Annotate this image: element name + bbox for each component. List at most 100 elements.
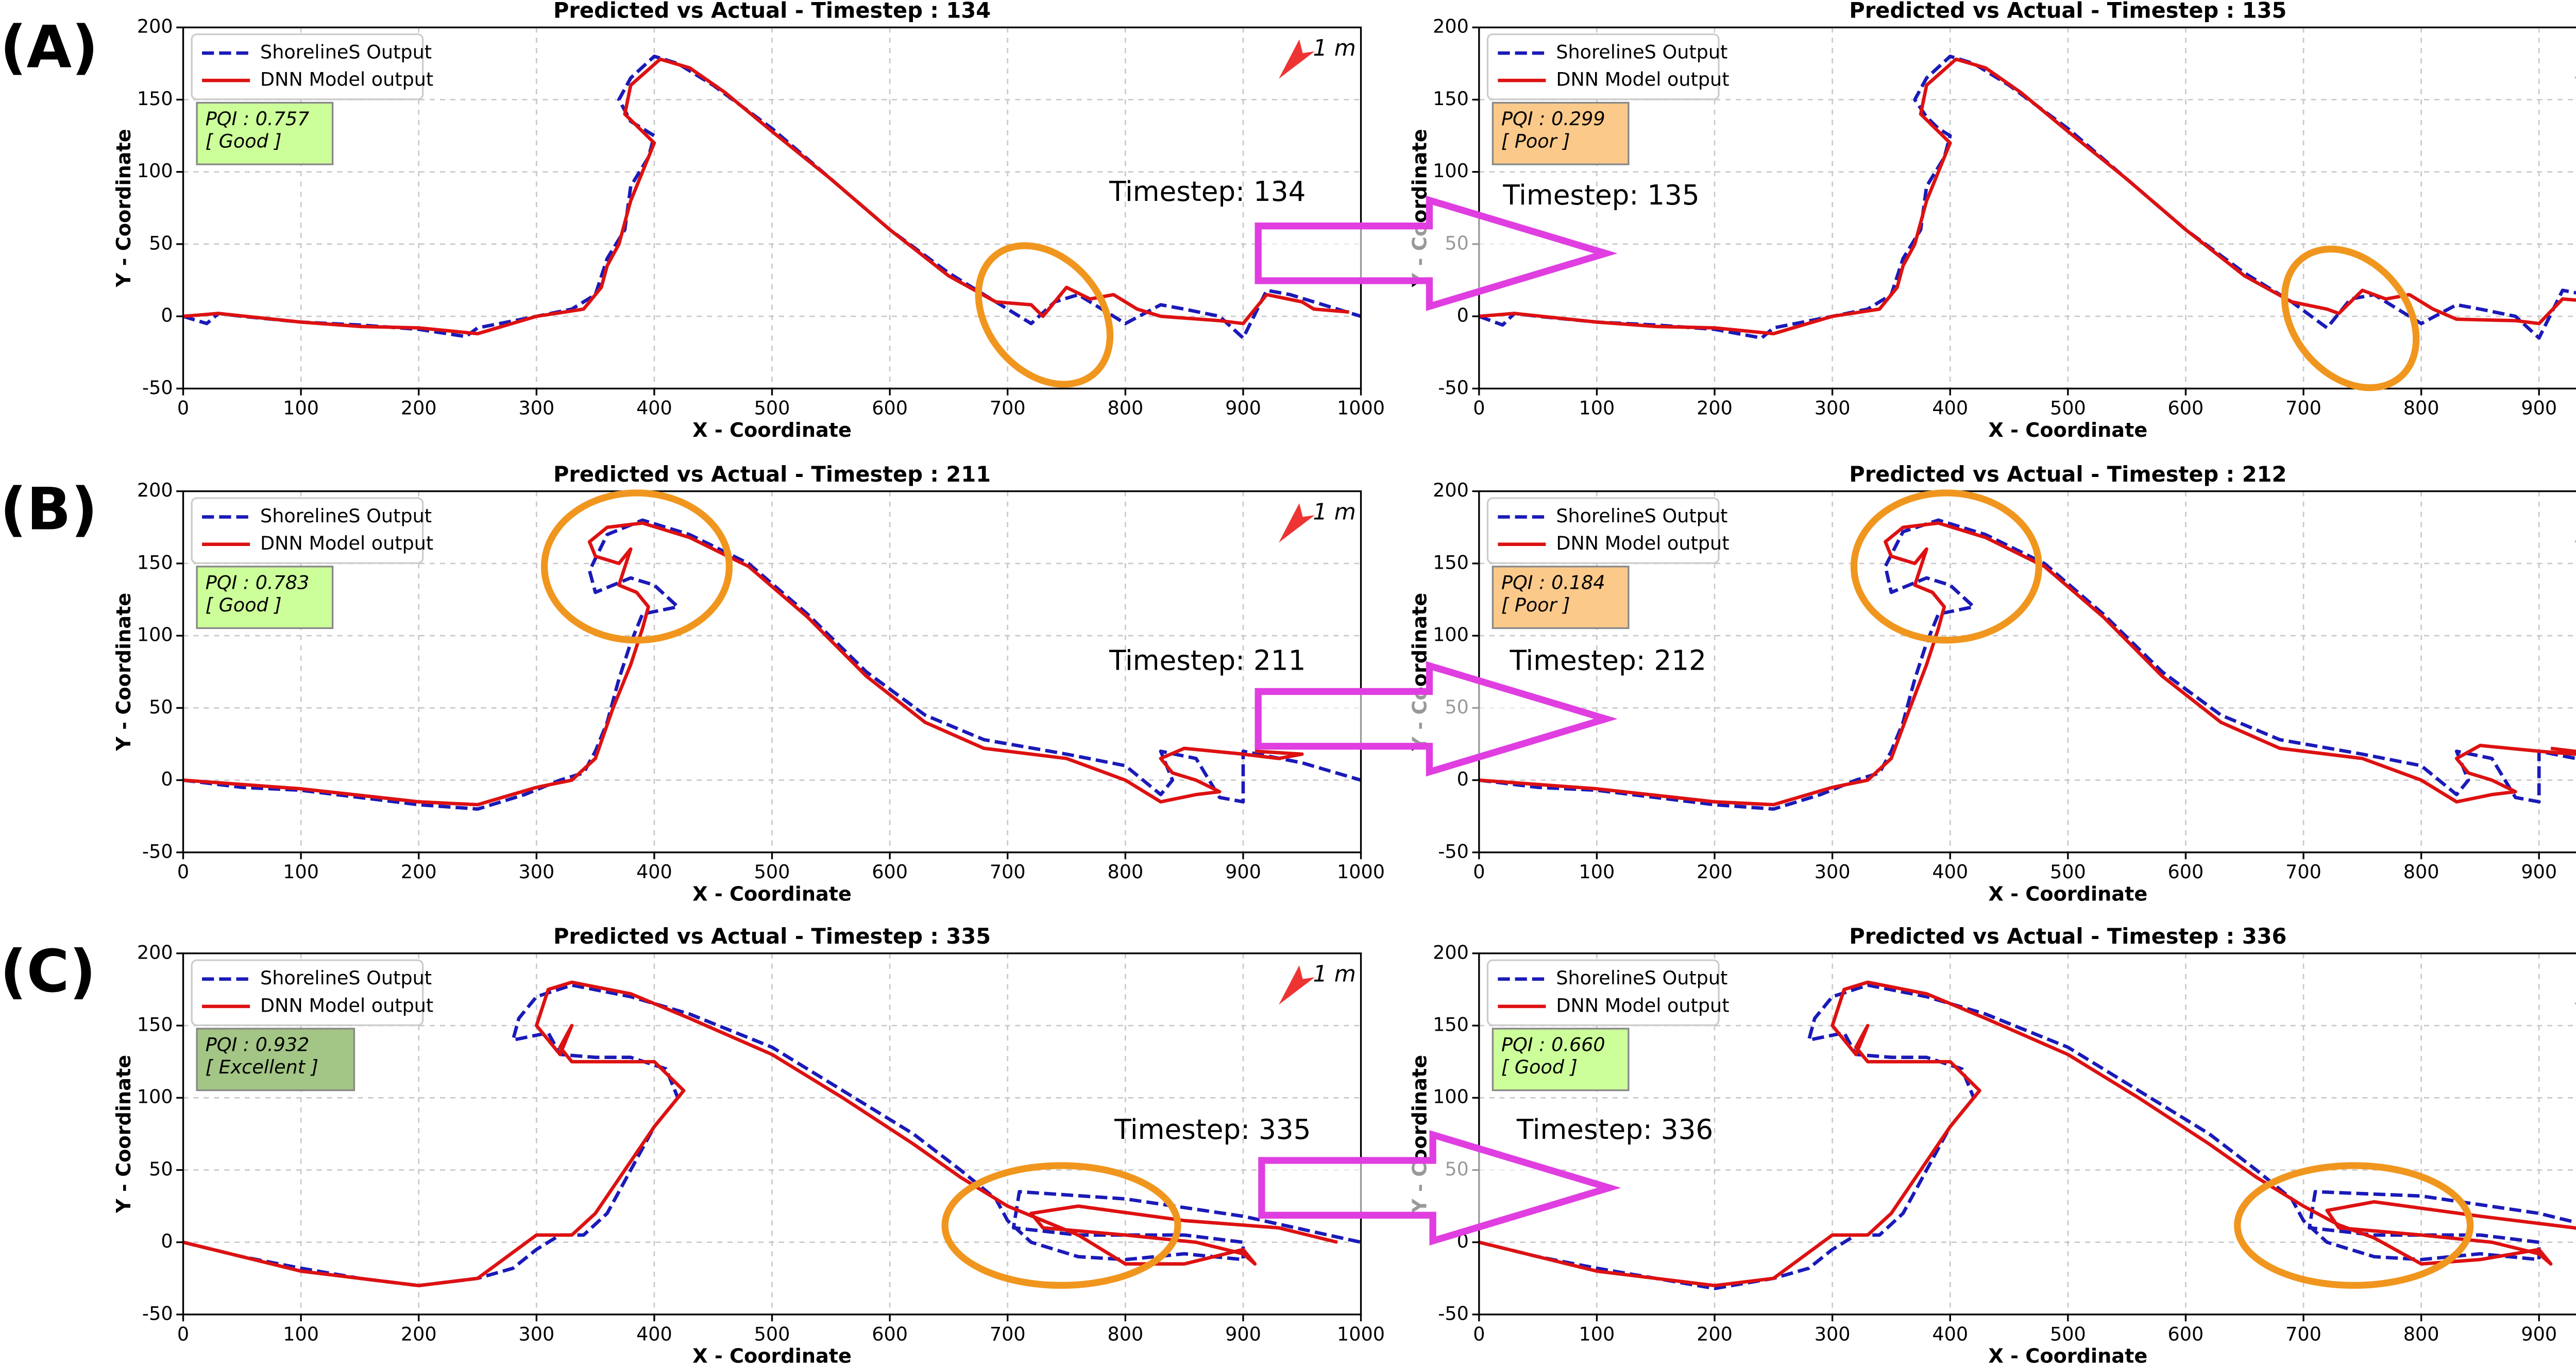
arrow — [1258, 1130, 1621, 1245]
x-tick-label: 900 — [2521, 861, 2557, 883]
series-line — [183, 57, 1349, 336]
scale-arrow — [1279, 965, 1315, 1005]
annotation-box — [1492, 566, 1630, 629]
y-tick-label: 150 — [137, 88, 173, 110]
x-tick-label: 700 — [990, 397, 1026, 419]
x-tick-label: 100 — [1579, 397, 1615, 419]
x-tick-label: 700 — [990, 1323, 1026, 1345]
y-tick-label: 150 — [1433, 88, 1469, 110]
y-tick-label: 200 — [1433, 479, 1469, 501]
x-tick-label: 800 — [2403, 861, 2439, 883]
series-line — [1479, 983, 2576, 1290]
x-tick-label: 700 — [2285, 1323, 2321, 1345]
x-tick-label: 900 — [1225, 397, 1261, 419]
highlight-ellipse — [1850, 489, 2042, 644]
plot-frame — [182, 26, 1362, 389]
series-line — [182, 54, 1362, 340]
y-tick-label: 100 — [1433, 624, 1469, 646]
x-tick-label: 300 — [1815, 861, 1851, 883]
x-tick-label: 0 — [1473, 1323, 1485, 1345]
legend-label: ShorelineS Output — [260, 967, 432, 989]
arrow — [1255, 661, 1618, 777]
x-tick-label: 200 — [401, 1323, 437, 1345]
x-tick-label: 0 — [1473, 397, 1485, 419]
plot-frame — [1478, 26, 2576, 389]
x-tick-label: 300 — [1815, 397, 1851, 419]
legend-label: ShorelineS Output — [1556, 505, 1727, 527]
chart-title: Predicted vs Actual - Timestep : 336 — [1849, 924, 2286, 949]
highlight-ellipse — [941, 1162, 1181, 1289]
scale-label: 1 m — [1313, 36, 1356, 61]
series-line — [182, 983, 1362, 1288]
x-tick-label: 300 — [1815, 1323, 1851, 1345]
x-tick-label: 0 — [177, 861, 189, 883]
x-tick-label: 100 — [283, 1323, 319, 1345]
x-tick-label: 300 — [518, 397, 554, 419]
x-tick-label: 400 — [636, 1323, 672, 1345]
x-tick-label: 0 — [177, 1323, 189, 1345]
legend-label: ShorelineS Output — [260, 505, 432, 527]
scale-arrow — [1279, 503, 1315, 543]
y-tick-label: 150 — [137, 1014, 173, 1036]
legend-label: DNN Model output — [260, 532, 433, 554]
transition-arrows — [1255, 195, 1621, 1245]
y-tick-label: 0 — [1457, 304, 1469, 327]
x-axis-label: X - Coordinate — [1988, 419, 2147, 442]
x-tick-label: 400 — [1932, 861, 1968, 883]
x-tick-label: 600 — [872, 1323, 908, 1345]
legend-label: DNN Model output — [1556, 69, 1729, 91]
series-line — [183, 521, 1304, 807]
x-tick-label: 200 — [1697, 861, 1733, 883]
x-axis-label: X - Coordinate — [1988, 1345, 2147, 1365]
y-tick-label: 200 — [1433, 941, 1469, 963]
timestep-label: Timestep: 134 — [1109, 176, 1306, 208]
y-tick-label: 200 — [137, 15, 173, 38]
legend-label: DNN Model output — [260, 994, 433, 1016]
chart-title: Predicted vs Actual - Timestep : 335 — [553, 924, 991, 949]
x-tick-label: 900 — [1225, 861, 1261, 883]
y-tick-label: 150 — [1433, 1014, 1469, 1036]
series-line — [1478, 54, 2576, 340]
x-tick-label: 500 — [2050, 861, 2086, 883]
x-tick-label: 600 — [872, 397, 908, 419]
highlight-ellipse — [2234, 1162, 2474, 1289]
panel-label: (C) — [0, 937, 96, 1005]
annotation-text: PQI : 0.184 — [1501, 572, 1605, 594]
y-tick-label: 100 — [137, 1086, 173, 1108]
chart-title: Predicted vs Actual - Timestep : 212 — [1849, 462, 2286, 487]
annotation-text: PQI : 0.932 — [206, 1034, 310, 1056]
panel-label: (A) — [0, 13, 98, 81]
series-line — [1479, 521, 2576, 807]
x-tick-label: 500 — [754, 861, 790, 883]
x-axis-label: X - Coordinate — [692, 1345, 852, 1365]
chart: 01002003004005006007008009001000-5005010… — [1409, 924, 2576, 1365]
x-tick-label: 900 — [2521, 1323, 2557, 1345]
plot-frame — [1478, 490, 2576, 854]
x-tick-label: 300 — [518, 1323, 554, 1345]
timestep-label: Timestep: 336 — [1516, 1114, 1713, 1146]
plot-frame — [182, 952, 1362, 1316]
x-tick-label: 900 — [1225, 1323, 1261, 1345]
y-tick-label: -50 — [142, 1302, 173, 1324]
scale-label: 1 m — [1313, 499, 1356, 525]
chart-title: Predicted vs Actual - Timestep : 135 — [1849, 0, 2286, 23]
legend-label: DNN Model output — [1556, 994, 1729, 1016]
chart: 01002003004005006007008009001000-5005010… — [1409, 462, 2576, 906]
x-tick-label: 100 — [1579, 1323, 1615, 1345]
annotation-box — [196, 1028, 355, 1091]
x-tick-label: 1000 — [1337, 861, 1385, 883]
y-tick-label: 100 — [1433, 1086, 1469, 1108]
highlight-ellipse — [540, 489, 733, 644]
annotation-text: PQI : 0.660 — [1501, 1034, 1605, 1056]
x-axis-label: X - Coordinate — [692, 419, 852, 442]
timestep-label: Timestep: 212 — [1510, 645, 1706, 677]
annotation-text: [ Poor ] — [1501, 130, 1570, 152]
x-tick-label: 400 — [1932, 397, 1968, 419]
legend-box — [1486, 959, 1720, 1027]
x-tick-label: 900 — [2521, 397, 2557, 419]
chart-title: Predicted vs Actual - Timestep : 211 — [553, 462, 991, 487]
y-tick-label: -50 — [1438, 1302, 1469, 1324]
x-tick-label: 700 — [990, 861, 1026, 883]
